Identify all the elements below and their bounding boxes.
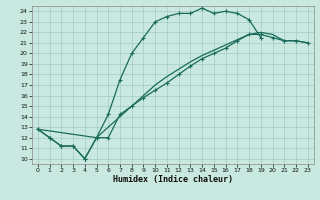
X-axis label: Humidex (Indice chaleur): Humidex (Indice chaleur)	[113, 175, 233, 184]
